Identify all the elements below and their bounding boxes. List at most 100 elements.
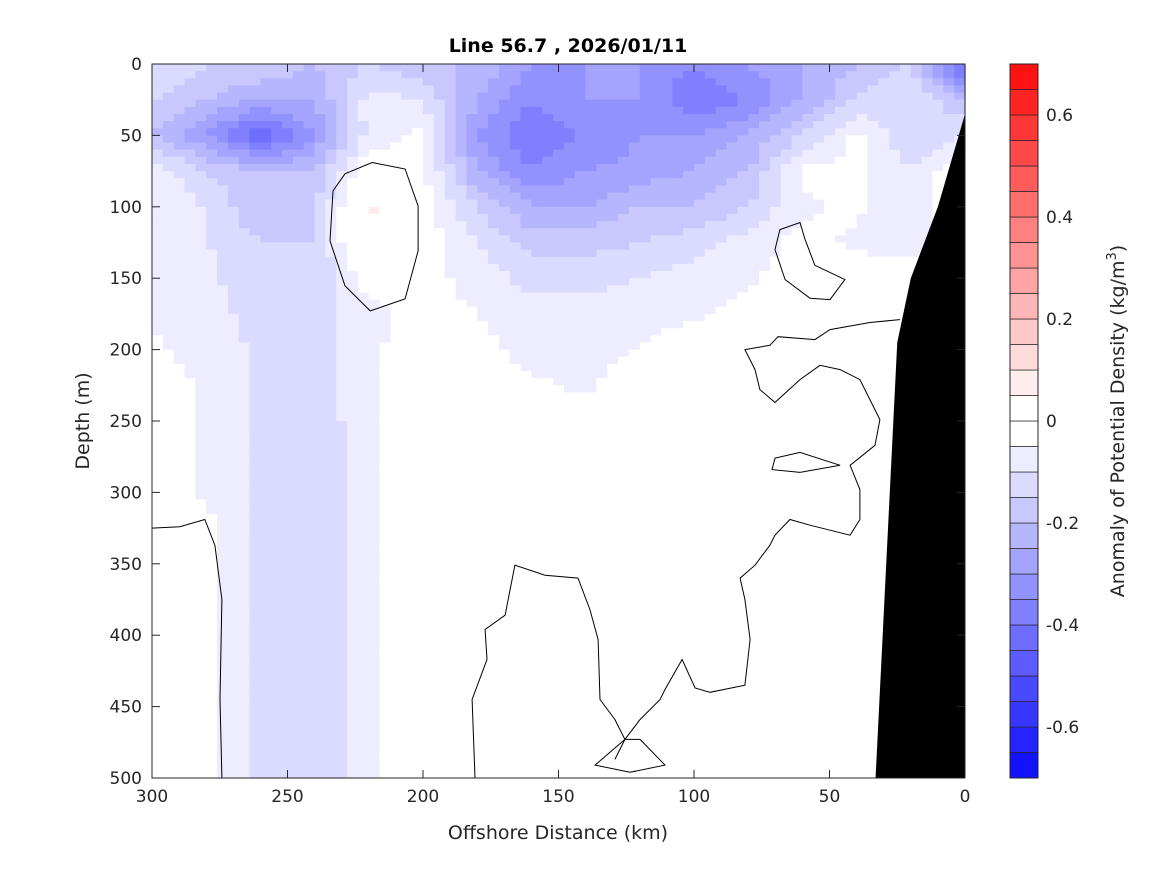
contour-cell [336, 335, 392, 344]
contour-cell [249, 563, 348, 572]
x-tick-label: 200 [407, 787, 439, 807]
contour-cell [152, 663, 218, 672]
contour-cell [433, 163, 457, 172]
contour-cell [152, 221, 207, 229]
contour-cell [856, 213, 934, 222]
contour-cell [585, 71, 641, 79]
contour-cell [650, 235, 728, 244]
contour-cell [477, 313, 706, 322]
contour-cell [780, 128, 803, 136]
contour-cell [759, 142, 793, 151]
contour-cell [152, 513, 218, 522]
zero-contour-line [614, 319, 901, 760]
contour-cell [152, 199, 196, 208]
contour-cell [889, 142, 944, 151]
contour-cell [520, 213, 619, 222]
contour-cell [379, 613, 966, 622]
contour-cell [379, 428, 966, 436]
contour-cell [162, 342, 251, 351]
contour-cell [249, 735, 348, 743]
contour-cell [162, 92, 218, 101]
contour-cell [780, 235, 836, 244]
contour-cell [704, 221, 760, 229]
contour-cell [249, 678, 348, 686]
contour-cell [152, 642, 218, 651]
contour-cell [488, 149, 522, 158]
contour-cell [152, 620, 218, 629]
contour-cell [152, 363, 186, 372]
contour-cell [542, 156, 619, 165]
colorbar-tick-label: 0.2 [1046, 310, 1073, 330]
contour-cell [152, 106, 186, 115]
colorbar-band [1009, 471, 1039, 498]
contour-cell [152, 228, 207, 236]
contour-cell [336, 106, 348, 115]
contour-cell [466, 128, 478, 136]
contour-cell [488, 85, 511, 94]
contour-cell [152, 763, 218, 772]
contour-cell [455, 171, 467, 179]
contour-cell [759, 121, 793, 129]
contour-cell [217, 706, 251, 715]
contour-cell [314, 206, 327, 215]
contour-cell [152, 142, 175, 151]
y-tick-label: 450 [110, 698, 142, 718]
contour-cell [347, 199, 435, 208]
contour-cell [152, 163, 164, 172]
contour-cell [314, 64, 359, 72]
contour-cell [759, 192, 782, 201]
contour-cell [433, 135, 446, 144]
colorbar-band [1009, 395, 1039, 422]
contour-cell [379, 478, 966, 486]
contour-cell [347, 542, 381, 551]
contour-cell [639, 135, 738, 144]
contour-cell [466, 142, 489, 151]
contour-cell [347, 535, 381, 543]
colorbar-frame [1009, 63, 1039, 779]
contour-cell [368, 121, 435, 129]
contour-cell [152, 292, 229, 301]
contour-cell [563, 142, 630, 151]
colorbar-band [1009, 420, 1039, 447]
contour-cell [477, 235, 511, 244]
contour-cell [628, 278, 760, 286]
contour-cell [152, 421, 196, 429]
contour-cell [195, 470, 251, 479]
contour-cell [217, 642, 251, 651]
contour-cell [596, 221, 706, 229]
contour-cell [867, 163, 944, 172]
contour-cell [152, 699, 218, 708]
contour-cell [715, 185, 760, 194]
contour-cell [423, 128, 435, 136]
contour-cell [249, 492, 348, 501]
contour-cell [379, 485, 966, 493]
contour-cell [943, 99, 966, 108]
contour-cell [217, 520, 251, 529]
contour-cell [943, 71, 955, 79]
contour-cell [379, 356, 511, 365]
colorbar: -0.6 -0.4 -0.2 0 0.2 0.4 0.6 [1009, 63, 1079, 779]
contour-cell [455, 278, 511, 286]
contour-cell [813, 213, 858, 222]
colorbar-band [1009, 216, 1039, 243]
contour-cell [152, 235, 207, 244]
contour-cell [444, 171, 457, 179]
contour-cell [249, 728, 348, 736]
contour-cell [217, 763, 251, 772]
contour-cell [347, 628, 381, 636]
contour-cell [748, 163, 771, 172]
contour-cell [867, 142, 890, 151]
contour-cell [466, 299, 728, 308]
colorbar-band [1009, 191, 1039, 218]
contour-cell [520, 192, 608, 201]
contour-cell [368, 206, 381, 215]
contour-cell [357, 285, 457, 294]
contour-cell [152, 349, 175, 358]
contour-cell [173, 171, 207, 179]
contour-cell [336, 206, 370, 215]
contour-cell [152, 378, 196, 386]
contour-cell [217, 628, 251, 636]
contour-cell [477, 242, 522, 251]
contour-cell [336, 292, 370, 301]
contour-cell [390, 185, 402, 194]
